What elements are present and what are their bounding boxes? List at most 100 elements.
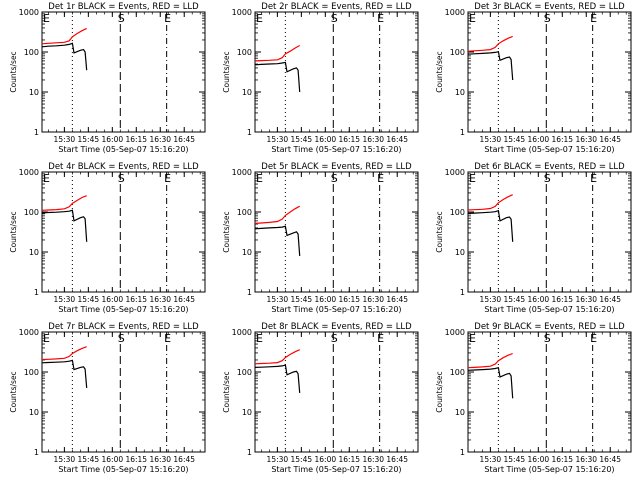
x-tick-label: 15:45 xyxy=(291,135,313,144)
y-tick-label: 1 xyxy=(34,128,39,137)
y-axis-label: Counts/sec xyxy=(9,371,18,412)
y-tick-label: 1000 xyxy=(19,328,39,337)
y-tick-label: 10 xyxy=(242,248,252,257)
marker-label: E xyxy=(469,172,476,185)
x-axis-label: Start Time (05-Sep-07 15:16:20) xyxy=(271,465,401,474)
x-tick-label: 15:45 xyxy=(291,295,313,304)
y-tick-label: 1000 xyxy=(445,168,465,177)
x-tick-label: 15:45 xyxy=(78,455,100,464)
lld-series-line xyxy=(467,35,513,52)
y-tick-label: 100 xyxy=(237,48,252,57)
x-axis-label: Start Time (05-Sep-07 15:16:20) xyxy=(484,305,614,314)
marker-label: E xyxy=(590,172,597,185)
x-tick-label: 16:00 xyxy=(315,455,337,464)
x-tick-label: 16:15 xyxy=(125,295,147,304)
y-tick-label: 1000 xyxy=(232,328,252,337)
x-tick-label: 16:00 xyxy=(315,135,337,144)
panel-title: Det 8r BLACK = Events, RED = LLD xyxy=(261,322,412,332)
marker-label: S xyxy=(118,172,125,185)
x-tick-label: 15:30 xyxy=(480,295,502,304)
marker-label: S xyxy=(544,172,551,185)
marker-label: E xyxy=(43,172,50,185)
panel-title: Det 1r BLACK = Events, RED = LLD xyxy=(48,2,199,12)
x-tick-label: 15:30 xyxy=(267,455,289,464)
x-tick-label: 15:30 xyxy=(54,455,76,464)
x-tick-label: 16:15 xyxy=(338,135,360,144)
x-tick-label: 16:15 xyxy=(551,135,573,144)
detector-panel-5: Det 5r BLACK = Events, RED = LLD 1 10 100 10… xyxy=(222,162,419,314)
marker-label: E xyxy=(377,332,384,345)
marker-label: E xyxy=(164,172,171,185)
y-axis-label: Counts/sec xyxy=(222,211,231,252)
y-tick-label: 1000 xyxy=(19,168,39,177)
panel-title: Det 9r BLACK = Events, RED = LLD xyxy=(474,322,625,332)
x-tick-label: 16:00 xyxy=(528,455,550,464)
x-axis-label: Start Time (05-Sep-07 15:16:20) xyxy=(271,145,401,154)
detector-panel-7: Det 7r BLACK = Events, RED = LLD 1 10 100 10… xyxy=(9,322,206,474)
x-tick-label: 16:30 xyxy=(149,455,171,464)
plot-frame xyxy=(467,331,632,453)
plot-frame xyxy=(254,171,419,293)
events-series-line xyxy=(41,359,88,388)
x-tick-label: 15:30 xyxy=(54,295,76,304)
x-tick-label: 15:45 xyxy=(78,295,100,304)
y-tick-label: 1 xyxy=(34,288,39,297)
x-tick-label: 16:00 xyxy=(315,295,337,304)
panel-title: Det 4r BLACK = Events, RED = LLD xyxy=(48,162,199,172)
y-tick-label: 100 xyxy=(24,368,39,377)
x-tick-label: 16:15 xyxy=(551,455,573,464)
y-axis-label: Counts/sec xyxy=(435,51,444,92)
x-axis-label: Start Time (05-Sep-07 15:16:20) xyxy=(271,305,401,314)
y-axis-label: Counts/sec xyxy=(435,211,444,252)
marker-label: E xyxy=(377,12,384,25)
events-series-line xyxy=(467,209,514,242)
plot-frame xyxy=(467,11,632,133)
y-tick-label: 1000 xyxy=(445,8,465,17)
y-tick-label: 10 xyxy=(29,408,39,417)
y-tick-label: 1000 xyxy=(232,8,252,17)
marker-label: S xyxy=(118,12,125,25)
panel-title: Det 3r BLACK = Events, RED = LLD xyxy=(474,2,625,12)
y-tick-label: 100 xyxy=(450,368,465,377)
y-tick-label: 1 xyxy=(247,128,252,137)
detector-panel-6: Det 6r BLACK = Events, RED = LLD 1 10 100 10… xyxy=(435,162,632,314)
lld-series-line xyxy=(41,27,87,45)
detector-panel-9: Det 9r BLACK = Events, RED = LLD 1 10 100 10… xyxy=(435,322,632,474)
marker-label: E xyxy=(164,12,171,25)
y-tick-label: 100 xyxy=(237,368,252,377)
plot-frame xyxy=(254,11,419,133)
y-tick-label: 100 xyxy=(24,48,39,57)
marker-label: E xyxy=(469,12,476,25)
x-tick-label: 15:45 xyxy=(78,135,100,144)
x-tick-label: 16:45 xyxy=(599,295,621,304)
x-tick-label: 15:30 xyxy=(54,135,76,144)
panel-title: Det 7r BLACK = Events, RED = LLD xyxy=(48,322,199,332)
marker-label: E xyxy=(377,172,384,185)
y-axis-label: Counts/sec xyxy=(435,371,444,412)
x-tick-label: 15:45 xyxy=(291,455,313,464)
detector-panel-4: Det 4r BLACK = Events, RED = LLD 1 10 100 10… xyxy=(9,162,206,314)
plot-frame xyxy=(467,171,632,293)
y-axis-label: Counts/sec xyxy=(222,371,231,412)
marker-label: E xyxy=(590,12,597,25)
x-tick-label: 16:00 xyxy=(102,455,124,464)
panel-title: Det 5r BLACK = Events, RED = LLD xyxy=(261,162,412,172)
x-tick-label: 16:30 xyxy=(575,295,597,304)
x-tick-label: 16:00 xyxy=(528,135,550,144)
marker-label: E xyxy=(469,332,476,345)
x-tick-label: 16:30 xyxy=(362,135,384,144)
marker-label: E xyxy=(43,12,50,25)
y-tick-label: 10 xyxy=(455,408,465,417)
x-tick-label: 15:30 xyxy=(267,295,289,304)
x-tick-label: 16:45 xyxy=(386,455,408,464)
x-tick-label: 16:30 xyxy=(575,455,597,464)
x-axis-label: Start Time (05-Sep-07 15:16:20) xyxy=(58,465,188,474)
y-tick-label: 10 xyxy=(455,248,465,257)
x-tick-label: 16:45 xyxy=(173,455,195,464)
y-tick-label: 100 xyxy=(237,208,252,217)
x-tick-label: 16:15 xyxy=(338,455,360,464)
detector-panel-1: Det 1r BLACK = Events, RED = LLD 1 10 100 10… xyxy=(9,2,206,154)
x-tick-label: 15:30 xyxy=(267,135,289,144)
y-tick-label: 100 xyxy=(450,208,465,217)
